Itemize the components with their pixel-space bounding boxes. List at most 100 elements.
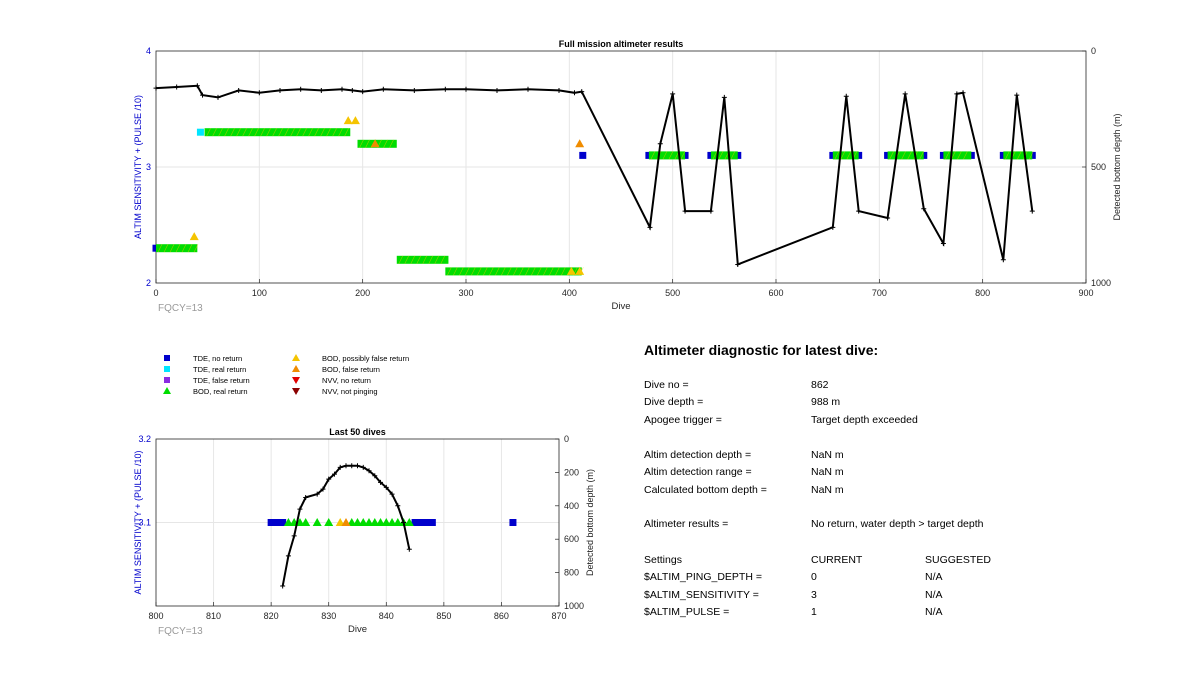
- top-bod-hatch: [236, 128, 241, 137]
- diagnostic-label: Altimeter results =: [644, 518, 729, 530]
- top-bod-hatch: [459, 267, 464, 276]
- bottom-xtick-label: 830: [321, 611, 336, 621]
- diagnostic-value: NaN m: [811, 449, 844, 461]
- top-depth-point: [174, 84, 180, 90]
- top-ytick-right-label: 500: [1091, 162, 1106, 172]
- top-depth-point: [153, 85, 159, 91]
- settings-current: CURRENT: [811, 554, 863, 566]
- top-bod-hatch: [359, 139, 364, 148]
- top-bod-hatch: [951, 151, 956, 160]
- top-depth-point: [579, 89, 585, 95]
- bottom-marker-triangle-up: [301, 518, 311, 526]
- top-marker-triangle-up: [370, 139, 380, 148]
- bottom-marker-triangle-up: [387, 518, 397, 526]
- top-bod-hatch: [175, 244, 181, 253]
- top-depth-point: [556, 87, 562, 93]
- settings-label: Settings: [644, 554, 682, 566]
- top-depth-point: [843, 93, 849, 99]
- bottom-marker-triangle-up: [353, 518, 362, 526]
- top-bod-hatch: [840, 151, 846, 160]
- bottom-xtick-label: 800: [148, 611, 163, 621]
- top-bod-hatch: [1017, 151, 1022, 160]
- bottom-depth-point: [285, 553, 291, 559]
- top-bod-hatch: [296, 128, 301, 137]
- bottom-marker-triangle-up: [393, 518, 403, 526]
- top-depth-point: [380, 86, 386, 92]
- top-bod-hatch: [332, 128, 337, 137]
- diagnostic-title: Altimeter diagnostic for latest dive:: [644, 342, 879, 358]
- diagnostic-value: 988 m: [811, 396, 841, 408]
- bottom-depth-point: [378, 479, 384, 485]
- top-bod-hatch: [1005, 151, 1010, 160]
- top-bod-hatch: [531, 267, 536, 276]
- top-depth-point: [215, 94, 221, 100]
- bottom-marker-triangle-up: [341, 518, 351, 526]
- top-depth-point: [525, 86, 531, 92]
- top-bod-hatch: [501, 267, 506, 276]
- top-depth-point: [921, 206, 927, 212]
- top-marker-square: [579, 151, 587, 159]
- top-bod-segment: [943, 151, 972, 160]
- top-ytick-label: 3: [146, 162, 151, 172]
- top-bod-hatch: [919, 151, 924, 160]
- top-bod-hatch: [718, 151, 724, 160]
- top-bod-hatch: [314, 128, 319, 137]
- top-depth-point: [670, 91, 676, 97]
- legend-label: NVV, not pinging: [322, 387, 378, 396]
- top-depth-point: [1000, 257, 1006, 263]
- top-bod-segment: [445, 267, 582, 276]
- top-depth-point: [735, 261, 741, 267]
- legend-marker: [292, 354, 300, 361]
- legend-label: NVV, no return: [322, 376, 371, 385]
- top-bod-hatch: [248, 128, 253, 137]
- legend-label: BOD, false return: [322, 365, 380, 374]
- bottom-xtick-label: 810: [206, 611, 221, 621]
- top-depth-point: [830, 224, 836, 230]
- top-bod-hatch: [489, 267, 494, 276]
- top-bod-hatch: [519, 267, 524, 276]
- bottom-depth-point: [360, 464, 366, 470]
- top-bod-hatch: [483, 267, 488, 276]
- top-xtick-label: 300: [458, 288, 473, 298]
- bottom-depth-point: [303, 494, 309, 500]
- diagnostic-label: Altim detection depth =: [644, 449, 752, 461]
- bottom-xtick-label: 840: [379, 611, 394, 621]
- top-bod-segment: [887, 151, 924, 160]
- bottom-marker-square: [273, 519, 281, 526]
- top-bod-hatch: [163, 244, 169, 253]
- top-marker-triangle-up: [566, 266, 576, 275]
- top-depth-point: [682, 208, 688, 214]
- top-bod-hatch: [193, 244, 199, 253]
- top-depth-point: [298, 86, 304, 92]
- top-bod-hatch: [308, 128, 313, 137]
- top-bod-hatch: [254, 128, 259, 137]
- legend-label: TDE, false return: [193, 376, 250, 385]
- top-bod-hatch: [410, 255, 416, 264]
- top-xtick-label: 200: [355, 288, 370, 298]
- top-bod-hatch: [434, 255, 440, 264]
- bottom-marker-square: [423, 519, 431, 526]
- top-bod-hatch: [543, 267, 548, 276]
- bottom-depth-point: [406, 546, 412, 552]
- top-xtick-label: 0: [153, 288, 158, 298]
- bottom-marker-triangle-up: [347, 518, 357, 526]
- bottom-depth-point: [383, 484, 389, 490]
- top-bod-hatch: [278, 128, 283, 137]
- top-marker-triangle-up: [343, 116, 353, 125]
- bottom-ytick-right-label: 200: [564, 467, 579, 477]
- settings-label: $ALTIM_PULSE =: [644, 606, 730, 618]
- legend-marker: [292, 377, 300, 384]
- bottom-marker-square: [509, 519, 517, 526]
- top-xtick-label: 500: [665, 288, 680, 298]
- top-bod-hatch: [181, 244, 187, 253]
- top-bod-segment: [648, 151, 686, 160]
- bottom-ylabel-left: ALTIM SENSITIVITY + (PULSE /10): [133, 451, 143, 595]
- bottom-depth-point: [366, 468, 372, 474]
- top-bod-hatch: [561, 267, 566, 276]
- top-bod-hatch: [471, 267, 476, 276]
- top-depth-point: [708, 208, 714, 214]
- bottom-depth-point: [320, 486, 326, 492]
- bottom-ytick-label: 3.2: [138, 434, 151, 444]
- top-depth-point: [256, 90, 262, 96]
- top-ylabel-right: Detected bottom depth (m): [1112, 113, 1122, 220]
